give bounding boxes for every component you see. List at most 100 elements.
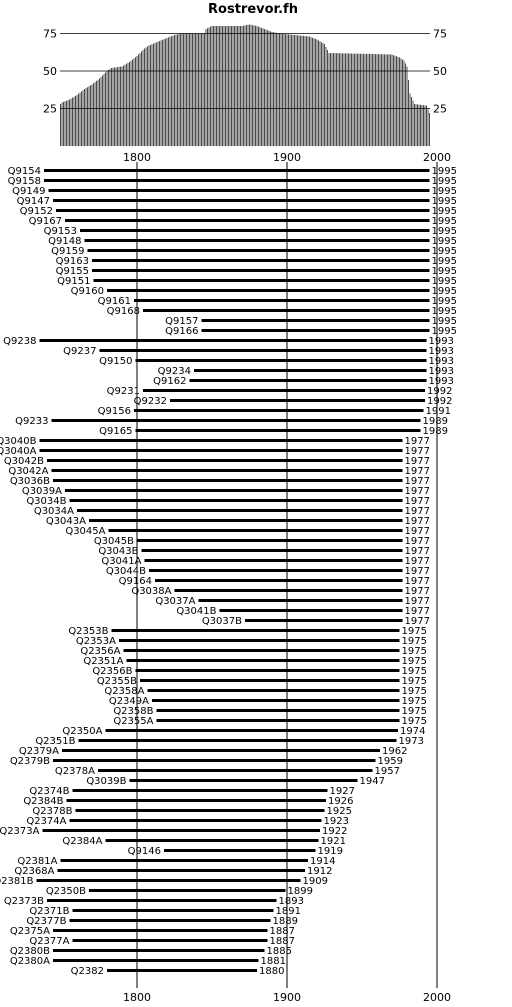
series-end-year: 1995 <box>432 256 457 267</box>
series-end-year: 1995 <box>432 296 457 307</box>
series-end-year: 1989 <box>423 416 448 427</box>
series-label: Q3037A <box>155 596 195 607</box>
series-label: Q9234 <box>158 366 191 377</box>
series-end-year: 1977 <box>405 476 430 487</box>
series-label: Q9150 <box>99 356 132 367</box>
series-label: Q9233 <box>15 416 48 427</box>
series-label: Q3042A <box>8 466 48 477</box>
series-end-year: 1989 <box>423 426 448 437</box>
series-end-year: 1899 <box>288 886 313 897</box>
series-label: Q2380B <box>10 946 50 957</box>
series-label: Q2358B <box>113 706 153 717</box>
series-label: Q2375A <box>10 926 50 937</box>
chart-title: Rostrevor.fh <box>208 2 298 17</box>
histogram-tick-label-right: 75 <box>433 28 447 41</box>
series-end-year: 1995 <box>432 286 457 297</box>
series-label: Q9165 <box>99 426 132 437</box>
series-end-year: 1977 <box>405 556 430 567</box>
series-end-year: 1977 <box>405 456 430 467</box>
histogram-tick-label-right: 25 <box>433 103 447 116</box>
series-label: Q2384B <box>23 796 63 807</box>
series-end-year: 1992 <box>427 386 452 397</box>
series-label: Q2374B <box>29 786 69 797</box>
series-label: Q2381B <box>0 876 34 887</box>
series-label: Q2350B <box>46 886 86 897</box>
series-label: Q9159 <box>51 246 84 257</box>
series-end-year: 1995 <box>432 196 457 207</box>
series-end-year: 1921 <box>321 836 346 847</box>
series-label: Q3034B <box>26 496 66 507</box>
series-label: Q3041B <box>176 606 216 617</box>
series-end-year: 1923 <box>324 816 349 827</box>
series-end-year: 1977 <box>405 566 430 577</box>
series-end-year: 1995 <box>432 266 457 277</box>
histogram-tick-label-left: 50 <box>43 65 57 78</box>
series-end-year: 1912 <box>307 866 332 877</box>
x-tick-label-top: 1900 <box>273 151 301 164</box>
series-label: Q2384A <box>62 836 102 847</box>
series-label: Q3037B <box>202 616 242 627</box>
histogram-tick-label-left: 75 <box>43 28 57 41</box>
series-end-year: 1977 <box>405 496 430 507</box>
series-end-year: 1992 <box>427 396 452 407</box>
series-label: Q2368A <box>14 866 54 877</box>
series-end-year: 1927 <box>330 786 355 797</box>
series-label: Q9166 <box>165 326 198 337</box>
series-label: Q2378B <box>32 806 72 817</box>
series-label: Q2381A <box>17 856 57 867</box>
series-label: Q3039A <box>22 486 62 497</box>
series-label: Q3038A <box>131 586 171 597</box>
series-label: Q2355B <box>97 676 137 687</box>
histogram-tick-label-right: 50 <box>433 65 447 78</box>
series-end-year: 1973 <box>399 736 424 747</box>
series-end-year: 1995 <box>432 216 457 227</box>
series-end-year: 1977 <box>405 466 430 477</box>
x-tick-label-bottom: 1800 <box>123 991 151 1004</box>
series-label: Q9237 <box>63 346 96 357</box>
series-end-year: 1993 <box>429 336 454 347</box>
x-tick-label-top: 1800 <box>123 151 151 164</box>
series-end-year: 1887 <box>270 926 295 937</box>
series-end-year: 1977 <box>405 516 430 527</box>
x-tick-label-top: 2000 <box>423 151 451 164</box>
series-label: Q3043A <box>46 516 86 527</box>
series-label: Q2356A <box>80 646 120 657</box>
series-end-year: 1977 <box>405 606 430 617</box>
series-end-year: 1919 <box>318 846 343 857</box>
x-tick-label-bottom: 1900 <box>273 991 301 1004</box>
series-end-year: 1993 <box>429 366 454 377</box>
series-end-year: 1995 <box>432 316 457 327</box>
series-label: Q2379A <box>19 746 59 757</box>
series-end-year: 1947 <box>360 776 385 787</box>
series-label: Q9154 <box>8 166 41 177</box>
series-end-year: 1889 <box>273 916 298 927</box>
series-label: Q9238 <box>3 336 36 347</box>
histogram: 25 25 50 50 75 75 <box>43 24 447 146</box>
series-label: Q9161 <box>98 296 131 307</box>
series-lines: Q9154 1995 Q9158 1995 Q9149 1995 Q9147 1995 Q915… <box>0 166 457 977</box>
series-label: Q9148 <box>48 236 81 247</box>
series-end-year: 1977 <box>405 486 430 497</box>
series-end-year: 1880 <box>259 966 284 977</box>
series-label: Q2355A <box>113 716 153 727</box>
series-label: Q9162 <box>153 376 186 387</box>
series-label: Q2380A <box>10 956 50 967</box>
series-end-year: 1885 <box>267 946 292 957</box>
series-label: Q3043B <box>98 546 138 557</box>
series-label: Q2353A <box>76 636 116 647</box>
series-end-year: 1922 <box>322 826 347 837</box>
x-tick-label-bottom: 2000 <box>423 991 451 1004</box>
series-label: Q2377B <box>26 916 66 927</box>
series-label: Q3042B <box>4 456 44 467</box>
series-end-year: 1909 <box>303 876 328 887</box>
series-label: Q2374A <box>26 816 66 827</box>
grid: 1800 1800 1900 1900 2000 2000 <box>123 151 451 1004</box>
series-end-year: 1995 <box>432 176 457 187</box>
series-end-year: 1995 <box>432 326 457 337</box>
series-label: Q2373A <box>0 826 40 837</box>
series-end-year: 1959 <box>378 756 403 767</box>
series-end-year: 1977 <box>405 506 430 517</box>
series-end-year: 1977 <box>405 446 430 457</box>
series-end-year: 1993 <box>429 376 454 387</box>
